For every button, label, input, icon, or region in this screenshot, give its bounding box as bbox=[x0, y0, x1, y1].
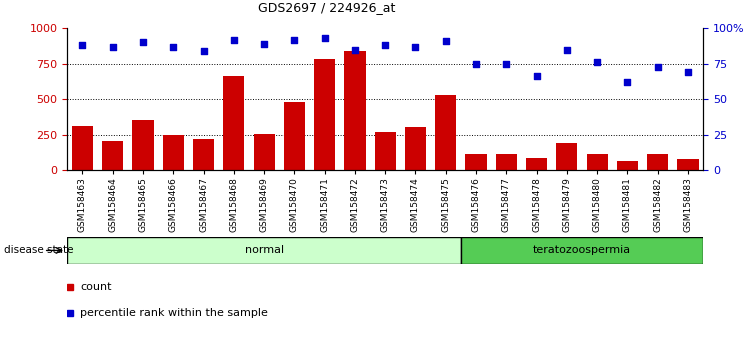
Point bbox=[530, 74, 542, 79]
Bar bbox=[465, 154, 487, 170]
Bar bbox=[557, 143, 577, 170]
Point bbox=[107, 44, 119, 50]
Point bbox=[622, 79, 634, 85]
Bar bbox=[223, 76, 245, 170]
Bar bbox=[405, 127, 426, 170]
Point bbox=[652, 64, 663, 69]
Bar bbox=[461, 237, 703, 264]
Text: teratozoospermia: teratozoospermia bbox=[533, 245, 631, 256]
Text: GDS2697 / 224926_at: GDS2697 / 224926_at bbox=[258, 1, 396, 14]
Bar bbox=[283, 102, 305, 170]
Bar bbox=[193, 139, 214, 170]
Point bbox=[228, 37, 240, 42]
Point bbox=[197, 48, 209, 54]
Point bbox=[137, 40, 149, 45]
Point bbox=[289, 37, 301, 42]
Bar bbox=[344, 51, 366, 170]
Bar bbox=[162, 135, 184, 170]
Bar bbox=[435, 95, 456, 170]
Point bbox=[500, 61, 512, 67]
Point bbox=[470, 61, 482, 67]
Point bbox=[409, 44, 421, 50]
Bar bbox=[254, 134, 275, 170]
Bar bbox=[375, 132, 396, 170]
Point bbox=[591, 59, 603, 65]
Bar bbox=[678, 159, 699, 170]
Point bbox=[76, 42, 88, 48]
Point bbox=[682, 69, 694, 75]
Bar bbox=[102, 141, 123, 170]
Point bbox=[440, 38, 452, 44]
Bar bbox=[67, 237, 461, 264]
Point bbox=[258, 41, 270, 47]
Point bbox=[319, 35, 331, 41]
Bar bbox=[314, 59, 335, 170]
Bar bbox=[496, 154, 517, 170]
Text: normal: normal bbox=[245, 245, 283, 256]
Point bbox=[349, 47, 361, 52]
Bar bbox=[586, 154, 607, 170]
Text: disease state: disease state bbox=[4, 245, 73, 256]
Bar bbox=[617, 161, 638, 170]
Point bbox=[379, 42, 391, 48]
Text: percentile rank within the sample: percentile rank within the sample bbox=[80, 308, 268, 318]
Bar bbox=[72, 126, 93, 170]
Text: count: count bbox=[80, 282, 111, 292]
Bar bbox=[647, 154, 668, 170]
Bar bbox=[132, 120, 153, 170]
Point bbox=[561, 47, 573, 52]
Bar bbox=[526, 158, 548, 170]
Point bbox=[168, 44, 180, 50]
